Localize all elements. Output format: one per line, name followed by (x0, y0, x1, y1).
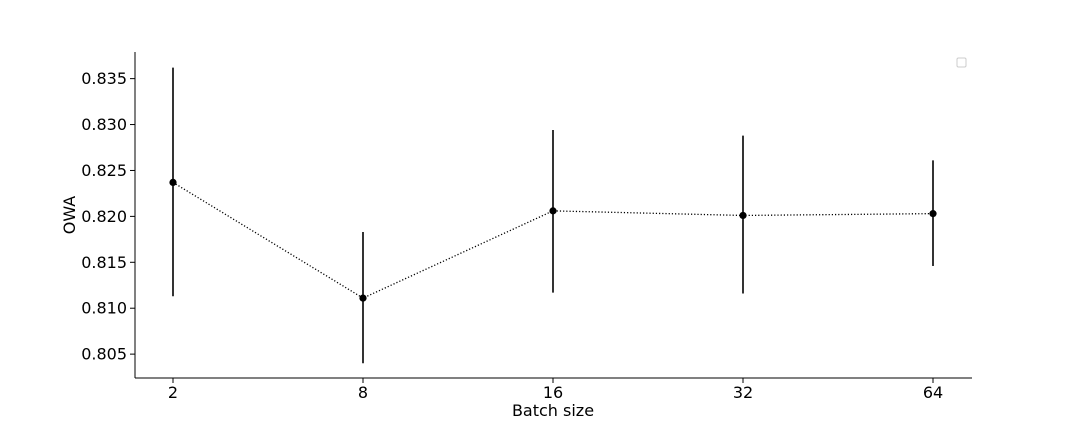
x-tick-label: 16 (543, 383, 563, 402)
y-tick-label: 0.825 (81, 161, 127, 180)
y-tick-label: 0.815 (81, 253, 127, 272)
y-tick-label: 0.830 (81, 115, 127, 134)
x-tick-label: 32 (733, 383, 753, 402)
legend-box (956, 57, 967, 68)
y-axis-label: OWA (60, 196, 79, 235)
data-point (549, 207, 557, 215)
y-ticks: 0.805 0.810 0.815 0.820 0.825 0.830 0.835 (81, 69, 135, 364)
series-line (172, 181, 934, 299)
x-ticks: 2 8 16 32 64 (168, 378, 943, 402)
y-tick-label: 0.805 (81, 345, 127, 364)
x-axis-label: Batch size (512, 401, 594, 420)
x-tick-label: 64 (923, 383, 943, 402)
y-tick-label: 0.835 (81, 69, 127, 88)
y-tick-label: 0.820 (81, 207, 127, 226)
plot-area (169, 67, 937, 364)
data-point (359, 294, 367, 302)
data-point (929, 210, 937, 218)
data-point (739, 211, 747, 220)
x-tick-label: 8 (358, 383, 368, 402)
y-tick-label: 0.810 (81, 299, 127, 318)
x-tick-label: 2 (168, 383, 178, 402)
data-point (169, 178, 177, 186)
